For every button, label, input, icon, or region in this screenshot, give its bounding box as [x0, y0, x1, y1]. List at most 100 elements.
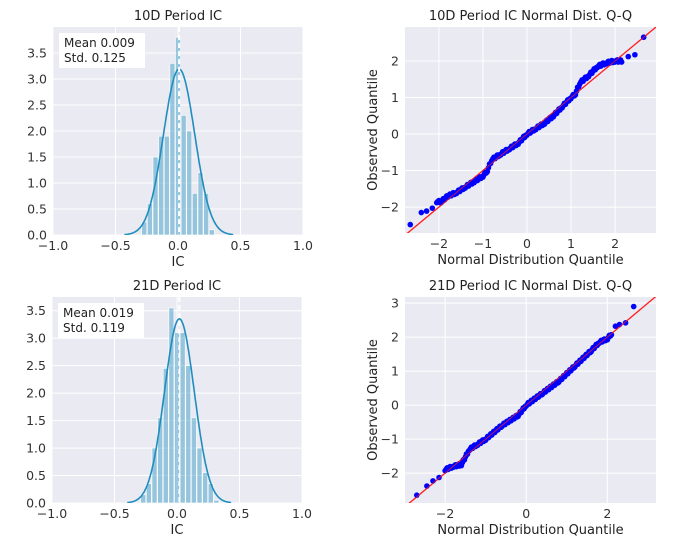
- qq-point: [423, 208, 430, 214]
- qq-point: [630, 303, 637, 310]
- reference-line-overlay: [408, 297, 656, 503]
- subplot-1: −1.0 −0.5 0.0 0.5 1.0 0.0 0.5 1.0 1.5 2.0 2.5 3.0 3.…: [27, 9, 313, 270]
- histogram-bar: [192, 193, 198, 235]
- histogram-bar: [186, 130, 193, 235]
- qq-point: [413, 492, 420, 498]
- y-tick-label: 2.0: [26, 386, 46, 401]
- reference-line-overlay: [406, 27, 656, 233]
- histogram-bar: [208, 229, 215, 235]
- plot-marks: [127, 297, 232, 503]
- qq-point: [608, 331, 615, 338]
- qq-point: [618, 59, 625, 65]
- y-tick-label: 2: [391, 53, 399, 68]
- x-tick-label: 0.0: [168, 238, 188, 253]
- histogram-bar: [140, 494, 147, 503]
- y-tick-label: 1: [391, 364, 399, 379]
- y-tick-label: 0: [391, 127, 399, 142]
- x-tick-label: −2: [436, 506, 454, 521]
- qq-point: [622, 320, 629, 326]
- histogram-bar: [179, 332, 186, 503]
- histogram-bar: [202, 472, 208, 503]
- y-tick-label: 0.0: [26, 496, 46, 511]
- qq-point: [418, 209, 425, 216]
- y-tick-label: 0.5: [26, 468, 46, 483]
- histogram-bar: [151, 447, 158, 503]
- histogram-bar: [213, 499, 220, 503]
- x-tick-label: −1.0: [37, 506, 67, 521]
- y-tick-label: 0: [391, 398, 399, 413]
- y-tick-label: 1.5: [27, 150, 47, 165]
- x-tick-label: −0.5: [99, 506, 129, 521]
- y-tick-label: 1.0: [26, 441, 46, 456]
- x-tick-label: 1: [567, 236, 575, 251]
- x-axis-label: IC: [172, 255, 185, 270]
- y-tick-label: 0.0: [27, 228, 47, 243]
- y-tick-label: 2.0: [27, 124, 47, 139]
- y-tick-label: 0.5: [27, 202, 47, 217]
- y-tick-label: 2: [391, 330, 399, 345]
- y-tick-label: 3.5: [27, 46, 47, 61]
- histogram-bar: [146, 483, 152, 503]
- x-tick-label: −1.0: [38, 238, 68, 253]
- x-tick-label: −1: [474, 236, 492, 251]
- chart-title: 21D Period IC: [133, 279, 221, 294]
- y-tick-label: −1: [381, 163, 399, 178]
- y-tick-label: −2: [381, 200, 399, 215]
- y-tick-label: −2: [381, 466, 399, 481]
- subplot-3: −1.0 −0.5 0.0 0.5 1.0 0.0 0.5 1.0 1.5 2.0 2.5 3.0 3.…: [26, 279, 312, 538]
- histogram-bar: [158, 135, 164, 235]
- x-tick-label: 0.5: [231, 238, 251, 253]
- y-tick-label: 1.5: [26, 413, 46, 428]
- chart-title: 21D Period IC Normal Dist. Q-Q: [429, 279, 632, 294]
- histogram-bar: [185, 365, 192, 503]
- qq-point: [625, 53, 632, 60]
- stats-annotation-box: [59, 33, 145, 68]
- subplot-2: −2 −1 0 1 2 −2 −1 0 1 2 10D Period IC Normal Dist.…: [366, 9, 656, 268]
- chart-title: 10D Period IC: [134, 9, 222, 24]
- x-tick-label: 1.0: [292, 506, 312, 521]
- kde-line: [127, 318, 232, 503]
- y-tick-label: −1: [381, 432, 399, 447]
- histogram-bar: [191, 417, 197, 503]
- x-tick-label: 0.0: [167, 506, 187, 521]
- x-tick-label: −0.5: [100, 238, 130, 253]
- qq-point: [429, 205, 436, 211]
- histogram-bar: [175, 37, 181, 235]
- y-tick-label: 3.5: [26, 303, 46, 318]
- chart-title: 10D Period IC Normal Dist. Q-Q: [429, 9, 632, 24]
- y-tick-label: 2.5: [26, 358, 46, 373]
- x-axis-label: Normal Distribution Quantile: [437, 523, 623, 538]
- x-tick-label: 1.0: [293, 238, 313, 253]
- plot-marks: [408, 297, 656, 503]
- qq-point: [632, 51, 638, 58]
- histogram-bar: [169, 63, 176, 235]
- stats-annotation-box: [58, 303, 144, 338]
- x-tick-label: 2: [603, 506, 611, 521]
- histogram-bar: [203, 193, 209, 235]
- x-axis-label: Normal Distribution Quantile: [437, 253, 623, 268]
- y-axis-label: Observed Quantile: [366, 69, 381, 191]
- qq-point: [407, 221, 414, 228]
- plot-marks: [406, 27, 656, 233]
- histogram-bar: [162, 368, 169, 503]
- histogram-bar: [196, 447, 203, 503]
- y-tick-label: 3.0: [27, 72, 47, 87]
- histogram-bar: [180, 115, 187, 235]
- histogram-bar: [163, 135, 170, 235]
- subplot-4: −2 0 2 −2 −1 0 1 2 3 21D Period IC Normal Dist. Q…: [366, 279, 656, 538]
- y-tick-label: 2.5: [27, 98, 47, 113]
- std-annotation: Std. 0.125: [64, 51, 126, 65]
- x-tick-label: 0: [522, 506, 530, 521]
- x-axis-label: IC: [171, 523, 184, 538]
- x-tick-label: 0: [523, 236, 531, 251]
- plot-marks: [124, 27, 234, 235]
- mean-annotation: Mean 0.009: [64, 36, 135, 50]
- y-tick-label: 1.0: [27, 176, 47, 191]
- y-tick-label: 3.0: [26, 331, 46, 346]
- y-tick-label: 3: [391, 296, 399, 311]
- x-tick-label: 2: [611, 236, 619, 251]
- std-annotation: Std. 0.119: [63, 321, 125, 335]
- y-tick-label: 1: [391, 90, 399, 105]
- x-tick-label: 0.5: [230, 506, 250, 521]
